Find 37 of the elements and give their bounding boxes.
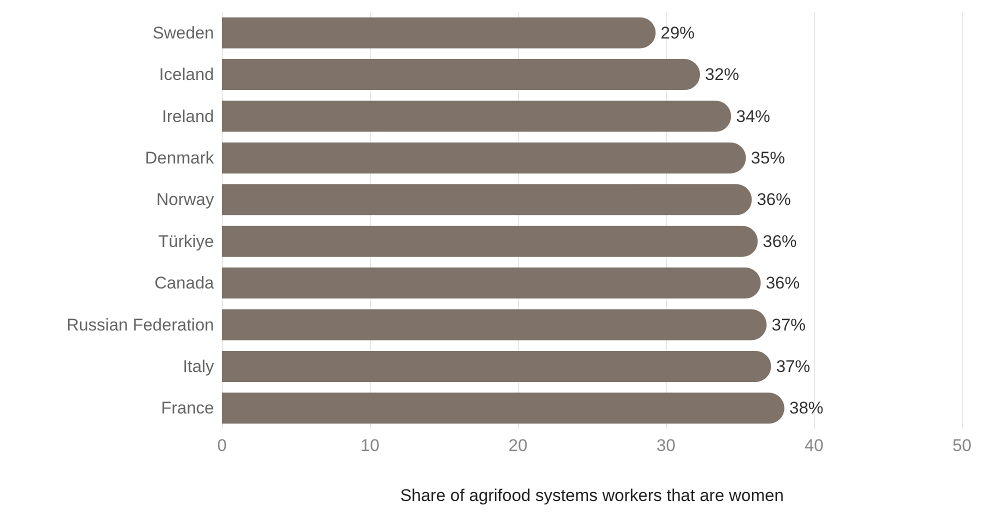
x-tick-label: 50 bbox=[952, 436, 972, 455]
x-axis-title: Share of agrifood systems workers that are women bbox=[400, 486, 784, 505]
bar bbox=[222, 17, 656, 48]
data-label: 34% bbox=[736, 106, 770, 126]
data-label: 38% bbox=[789, 398, 824, 418]
data-label: 29% bbox=[660, 23, 695, 42]
data-label: 37% bbox=[776, 356, 810, 376]
bar bbox=[222, 142, 746, 174]
y-tick-label: Ireland bbox=[162, 106, 214, 126]
data-label: 36% bbox=[762, 232, 797, 251]
y-tick-label: Italy bbox=[182, 356, 214, 376]
y-tick-label: Norway bbox=[156, 190, 214, 210]
x-tick-label: 10 bbox=[360, 436, 380, 455]
x-tick-label: 20 bbox=[508, 436, 528, 455]
y-tick-label: Denmark bbox=[145, 148, 214, 168]
data-label: 36% bbox=[766, 274, 800, 293]
x-tick-label: 30 bbox=[656, 436, 676, 455]
bar bbox=[222, 309, 767, 340]
y-tick-label: Sweden bbox=[152, 23, 214, 42]
y-tick-label: Iceland bbox=[159, 65, 214, 84]
x-tick-label: 40 bbox=[804, 436, 824, 455]
data-label: 35% bbox=[750, 148, 785, 168]
x-tick-label: 0 bbox=[217, 436, 227, 455]
bar bbox=[222, 100, 732, 132]
y-tick-label: France bbox=[161, 398, 214, 418]
bar bbox=[222, 59, 700, 90]
bar bbox=[222, 392, 784, 424]
bar bbox=[222, 350, 772, 382]
bar bbox=[222, 226, 758, 257]
y-tick-label: Türkiye bbox=[158, 232, 214, 251]
bar bbox=[222, 184, 752, 216]
bar bbox=[222, 268, 761, 299]
data-label: 32% bbox=[705, 65, 740, 84]
y-tick-label: Canada bbox=[154, 274, 215, 293]
data-label: 36% bbox=[756, 190, 791, 210]
data-label: 37% bbox=[772, 315, 806, 334]
y-tick-label: Russian Federation bbox=[66, 315, 214, 334]
